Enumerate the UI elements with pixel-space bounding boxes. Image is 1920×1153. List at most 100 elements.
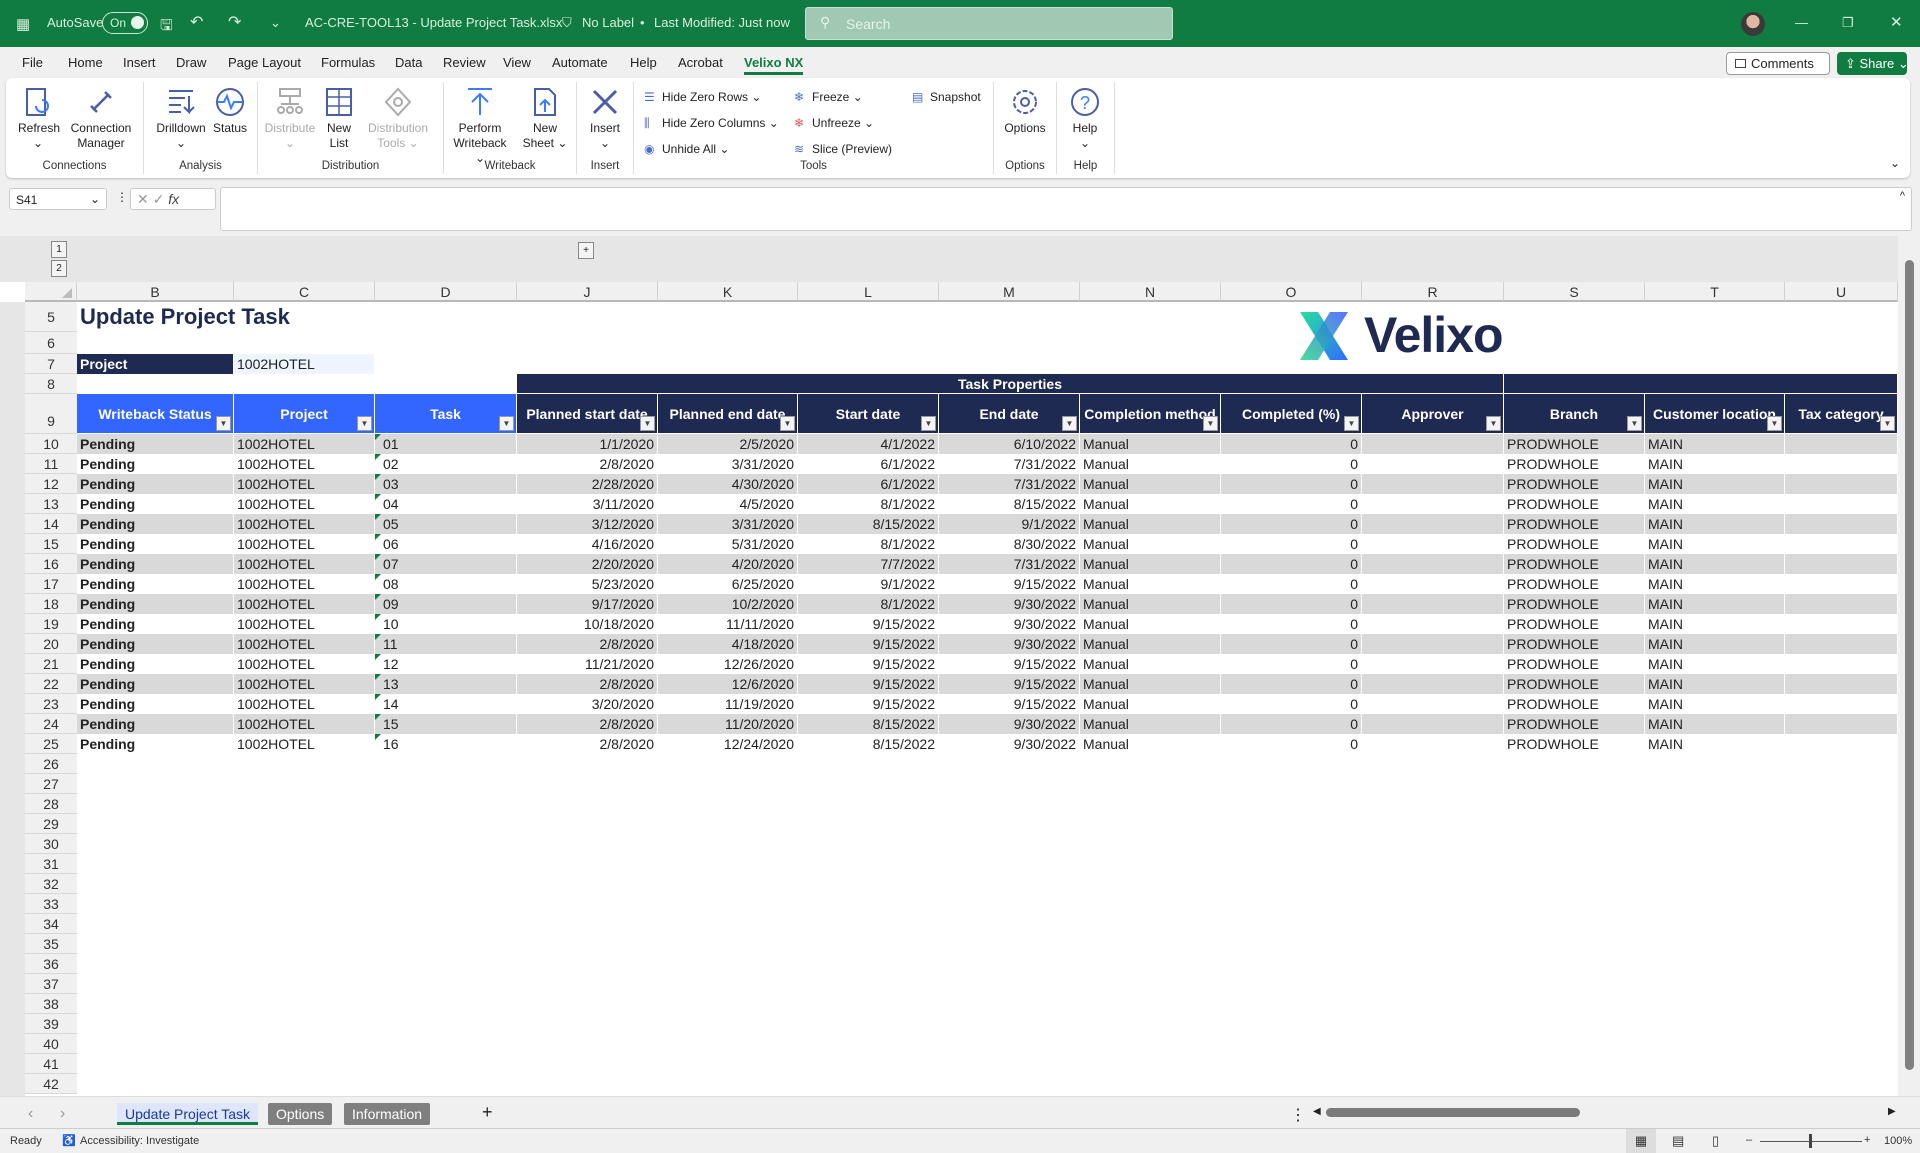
table-cell[interactable] [1785,494,1898,514]
table-cell[interactable]: 2/8/2020 [517,734,658,754]
table-cell[interactable]: 9/15/2022 [798,674,939,694]
tab-draw[interactable]: Draw [176,55,207,70]
drilldown-button[interactable]: Drilldown ⌄ [154,86,208,151]
column-header-U[interactable]: U [1785,282,1898,302]
table-cell[interactable]: 1002HOTEL [234,734,375,754]
table-cell[interactable]: 13 [375,674,517,694]
table-cell[interactable]: PRODWHOLE [1504,634,1645,654]
table-cell[interactable]: 8/1/2022 [798,534,939,554]
table-cell[interactable]: 0 [1221,734,1362,754]
tab-home[interactable]: Home [68,55,103,70]
table-cell[interactable] [1785,634,1898,654]
table-cell[interactable]: 6/25/2020 [658,574,798,594]
table-cell[interactable]: 4/16/2020 [517,534,658,554]
table-cell[interactable] [1785,554,1898,574]
horizontal-scroll-thumb[interactable] [1326,1108,1580,1117]
row-header-20[interactable]: 20 [25,634,77,654]
table-cell[interactable]: 8/1/2022 [798,594,939,614]
zoom-in-icon[interactable]: + [1864,1134,1871,1146]
snapshot-button[interactable]: ▤ Snapshot [912,90,981,104]
name-box[interactable]: S41 ⌄ [9,188,107,210]
table-cell[interactable]: 9/1/2022 [939,514,1080,534]
table-cell[interactable]: MAIN [1645,434,1785,454]
table-cell[interactable]: Pending [77,474,234,494]
table-cell[interactable]: 1002HOTEL [234,514,375,534]
tab-help[interactable]: Help [630,55,657,70]
row-header-36[interactable]: 36 [25,954,77,974]
table-cell[interactable]: Pending [77,714,234,734]
status-button[interactable]: Status [210,86,250,136]
row-header-14[interactable]: 14 [25,514,77,534]
table-cell[interactable]: Pending [77,534,234,554]
table-cell[interactable]: MAIN [1645,574,1785,594]
autosave-toggle[interactable]: On [102,12,148,34]
row-header-28[interactable]: 28 [25,794,77,814]
column-header-L[interactable]: L [798,282,939,302]
table-cell[interactable]: 4/18/2020 [658,634,798,654]
column-header-C[interactable]: C [234,282,375,302]
tab-acrobat[interactable]: Acrobat [678,55,723,70]
table-cell[interactable] [1785,574,1898,594]
filter-dropdown-icon[interactable]: ▼ [640,416,655,431]
tab-formulas[interactable]: Formulas [321,55,376,70]
table-cell[interactable]: 1002HOTEL [234,534,375,554]
column-header-D[interactable]: D [375,282,517,302]
accessibility-status[interactable]: Accessibility: Investigate [80,1135,200,1147]
table-cell[interactable]: 7/31/2022 [939,454,1080,474]
row-header-32[interactable]: 32 [25,874,77,894]
table-cell[interactable]: 1002HOTEL [234,654,375,674]
table-cell[interactable]: 8/15/2022 [798,514,939,534]
table-cell[interactable]: 06 [375,534,517,554]
restore-icon[interactable]: ❐ [1842,15,1854,30]
table-cell[interactable]: Manual [1080,634,1221,654]
table-cell[interactable]: 2/8/2020 [517,634,658,654]
table-cell[interactable]: 9/15/2022 [939,574,1080,594]
table-cell[interactable]: MAIN [1645,654,1785,674]
sheet-tab-information[interactable]: Information [344,1103,431,1125]
table-cell[interactable]: 9/15/2022 [798,614,939,634]
prev-sheet-icon[interactable]: ‹ [28,1105,34,1122]
row-header-7[interactable]: 7 [25,354,77,374]
table-cell[interactable]: MAIN [1645,734,1785,754]
column-header-K[interactable]: K [658,282,798,302]
scroll-right-icon[interactable]: ▶ [1888,1106,1896,1117]
table-cell[interactable]: 0 [1221,554,1362,574]
table-cell[interactable] [1785,514,1898,534]
tab-insert[interactable]: Insert [123,55,156,70]
table-cell[interactable]: 9/30/2022 [939,614,1080,634]
project-value[interactable]: 1002HOTEL [234,354,375,374]
column-header-J[interactable]: J [517,282,658,302]
filter-dropdown-icon[interactable]: ▼ [1627,416,1642,431]
table-cell[interactable]: PRODWHOLE [1504,734,1645,754]
row-header-15[interactable]: 15 [25,534,77,554]
table-cell[interactable]: 3/31/2020 [658,454,798,474]
table-cell[interactable]: 4/5/2020 [658,494,798,514]
table-cell[interactable]: 0 [1221,694,1362,714]
table-cell[interactable]: PRODWHOLE [1504,694,1645,714]
zoom-level[interactable]: 100% [1884,1135,1913,1147]
table-cell[interactable]: Manual [1080,594,1221,614]
row-header-22[interactable]: 22 [25,674,77,694]
table-cell[interactable] [1785,674,1898,694]
spreadsheet-grid[interactable]: B C D J K L M N O R S T U 5 6 7 8 9 10 11 12 13 14 15 16 17 18 19 20… [0,282,1898,1096]
filter-dropdown-icon[interactable]: ▼ [921,416,936,431]
table-cell[interactable]: Manual [1080,574,1221,594]
table-cell[interactable]: Pending [77,574,234,594]
table-cell[interactable]: 0 [1221,514,1362,534]
table-cell[interactable]: 0 [1221,654,1362,674]
table-cell[interactable]: PRODWHOLE [1504,714,1645,734]
table-cell[interactable]: 9/30/2022 [939,734,1080,754]
zoom-out-icon[interactable]: – [1746,1134,1753,1146]
row-header-31[interactable]: 31 [25,854,77,874]
tab-split-handle[interactable]: ⋮ [1290,1107,1306,1124]
table-cell[interactable] [1785,654,1898,674]
table-cell[interactable] [1785,694,1898,714]
filter-dropdown-icon[interactable]: ▼ [780,416,795,431]
table-cell[interactable] [1785,474,1898,494]
table-cell[interactable]: 4/20/2020 [658,554,798,574]
page-layout-view-icon[interactable]: ▤ [1672,1133,1685,1148]
row-header-34[interactable]: 34 [25,914,77,934]
row-header-30[interactable]: 30 [25,834,77,854]
table-cell[interactable]: Manual [1080,714,1221,734]
table-cell[interactable]: MAIN [1645,634,1785,654]
